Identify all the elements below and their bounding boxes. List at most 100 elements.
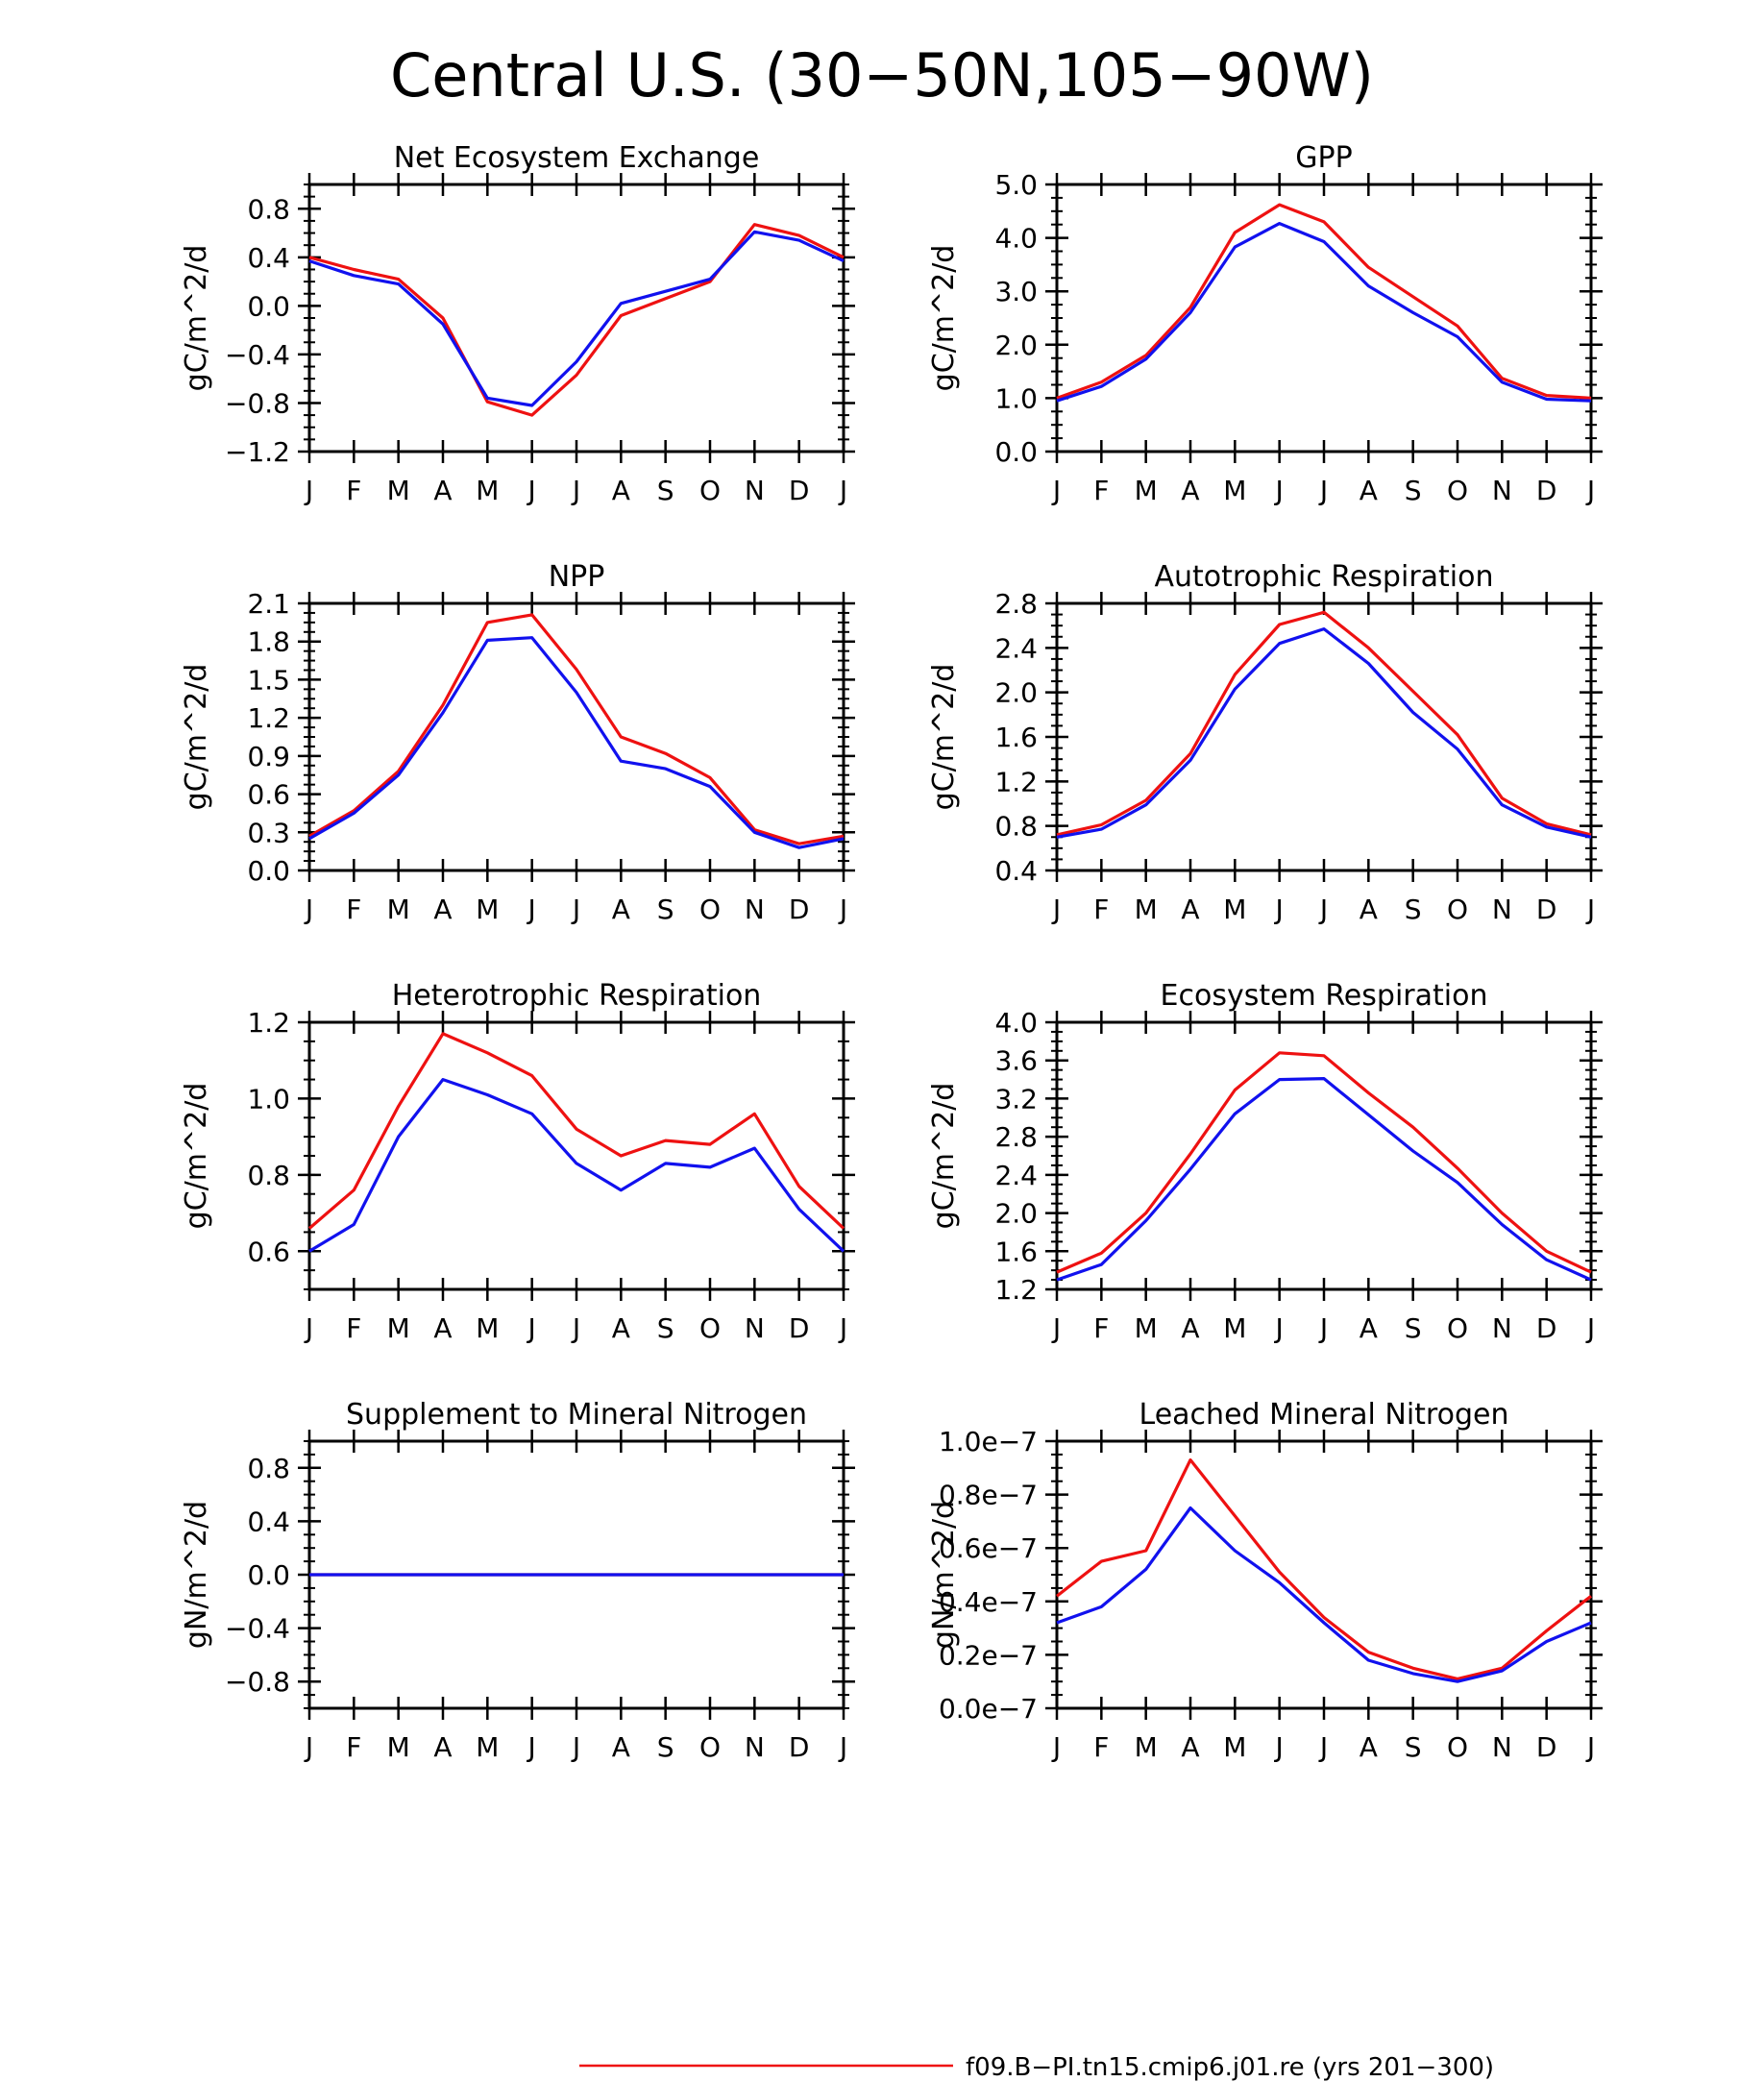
x-tick-label: A — [1181, 1312, 1199, 1344]
panel-title: Heterotrophic Respiration — [392, 979, 762, 1013]
x-tick-label: D — [1536, 1731, 1557, 1763]
x-tick-label: S — [1405, 475, 1422, 506]
x-tick-label: N — [1492, 1312, 1512, 1344]
x-tick-label: A — [1360, 1731, 1378, 1763]
x-tick-label: F — [1093, 1731, 1109, 1763]
x-tick-label: M — [387, 894, 410, 925]
figure-title: Central U.S. (30−50N,105−90W) — [390, 40, 1374, 110]
y-tick-label: 4.0 — [994, 223, 1038, 255]
x-tick-label: J — [527, 894, 536, 925]
x-tick-label: M — [387, 1731, 410, 1763]
x-tick-label: J — [1318, 475, 1328, 506]
x-tick-label: M — [476, 1731, 499, 1763]
x-tick-label: M — [1223, 1312, 1246, 1344]
y-axis-label: gN/m^2/d — [180, 1501, 213, 1649]
y-tick-label: 0.2e−7 — [939, 1639, 1038, 1671]
x-tick-label: S — [657, 475, 674, 506]
x-tick-label: N — [1492, 894, 1512, 925]
y-tick-label: 1.2 — [994, 1274, 1038, 1306]
y-tick-label: 0.4e−7 — [939, 1586, 1038, 1618]
y-tick-label: −0.8 — [225, 1666, 290, 1698]
y-tick-label: 0.6e−7 — [939, 1532, 1038, 1564]
y-tick-label: 4.0 — [994, 1007, 1038, 1039]
x-tick-label: N — [745, 475, 765, 506]
y-axis-label: gC/m^2/d — [180, 1083, 213, 1230]
y-tick-label: −1.2 — [225, 436, 290, 468]
panel-title: Supplement to Mineral Nitrogen — [346, 1398, 807, 1432]
x-tick-label: J — [1274, 1312, 1284, 1344]
x-tick-label: J — [304, 1312, 313, 1344]
x-tick-label: A — [612, 894, 630, 925]
x-tick-label: F — [346, 1731, 361, 1763]
x-tick-label: J — [1051, 1731, 1061, 1763]
series-line-red — [308, 223, 845, 417]
x-tick-label: O — [1447, 1731, 1468, 1763]
plot-frame — [1055, 601, 1593, 872]
x-tick-label: N — [745, 894, 765, 925]
x-tick-label: M — [476, 894, 499, 925]
y-tick-label: 1.2 — [247, 702, 290, 734]
x-tick-label: J — [1051, 475, 1061, 506]
x-tick-label: A — [433, 475, 452, 506]
y-tick-label: 0.0 — [247, 1559, 290, 1591]
x-tick-label: S — [657, 894, 674, 925]
x-tick-label: A — [612, 1731, 630, 1763]
x-tick-label: A — [1181, 475, 1199, 506]
x-tick-label: S — [1405, 894, 1422, 925]
x-tick-label: A — [433, 1312, 452, 1344]
plot-frame — [1055, 1439, 1593, 1710]
x-tick-label: M — [387, 475, 410, 506]
x-tick-label: J — [1585, 1731, 1595, 1763]
plot-frame — [1055, 183, 1593, 453]
x-tick-label: J — [838, 475, 847, 506]
y-tick-label: 1.2 — [994, 766, 1038, 797]
y-tick-label: 0.0 — [994, 436, 1038, 468]
series-line-red — [1056, 1457, 1592, 1681]
y-tick-label: 2.4 — [994, 1160, 1038, 1191]
x-tick-label: J — [838, 894, 847, 925]
y-tick-label: 0.6 — [247, 779, 290, 811]
x-tick-label: D — [789, 475, 810, 506]
panel-title: Leached Mineral Nitrogen — [1139, 1398, 1509, 1432]
x-tick-label: D — [1536, 475, 1557, 506]
y-axis-label: gC/m^2/d — [180, 664, 213, 811]
x-tick-label: O — [699, 475, 721, 506]
y-tick-label: 2.0 — [994, 1198, 1038, 1230]
x-tick-label: M — [1135, 894, 1158, 925]
y-tick-label: 2.8 — [994, 588, 1038, 620]
x-tick-label: J — [304, 475, 313, 506]
x-tick-label: J — [571, 894, 580, 925]
y-tick-label: −0.4 — [225, 339, 290, 371]
x-tick-label: A — [1360, 1312, 1378, 1344]
x-tick-label: M — [387, 1312, 410, 1344]
series-line-red — [308, 613, 845, 845]
panel-title: NPP — [549, 560, 605, 594]
x-tick-label: O — [1447, 1312, 1468, 1344]
x-tick-label: A — [1181, 894, 1199, 925]
y-tick-label: 1.2 — [247, 1007, 290, 1039]
y-tick-label: −0.8 — [225, 387, 290, 419]
x-tick-label: J — [1318, 1731, 1328, 1763]
x-tick-label: D — [1536, 894, 1557, 925]
panel-title: GPP — [1295, 141, 1352, 175]
x-tick-label: N — [745, 1312, 765, 1344]
x-tick-label: J — [1585, 1312, 1595, 1344]
y-tick-label: 2.0 — [994, 330, 1038, 361]
x-tick-label: M — [1135, 1312, 1158, 1344]
y-axis-label: gC/m^2/d — [927, 245, 961, 392]
x-tick-label: J — [571, 1312, 580, 1344]
x-tick-label: D — [789, 1312, 810, 1344]
legend: f09.B−PI.tn15.cmip6.j01.re (yrs 201−300) — [579, 2053, 1494, 2082]
x-tick-label: M — [1223, 1731, 1246, 1763]
x-tick-label: J — [527, 475, 536, 506]
x-tick-label: O — [1447, 894, 1468, 925]
x-tick-label: D — [789, 894, 810, 925]
x-tick-label: A — [1181, 1731, 1199, 1763]
x-tick-label: N — [1492, 1731, 1512, 1763]
x-tick-label: J — [1274, 475, 1284, 506]
y-tick-label: 3.2 — [994, 1083, 1038, 1114]
